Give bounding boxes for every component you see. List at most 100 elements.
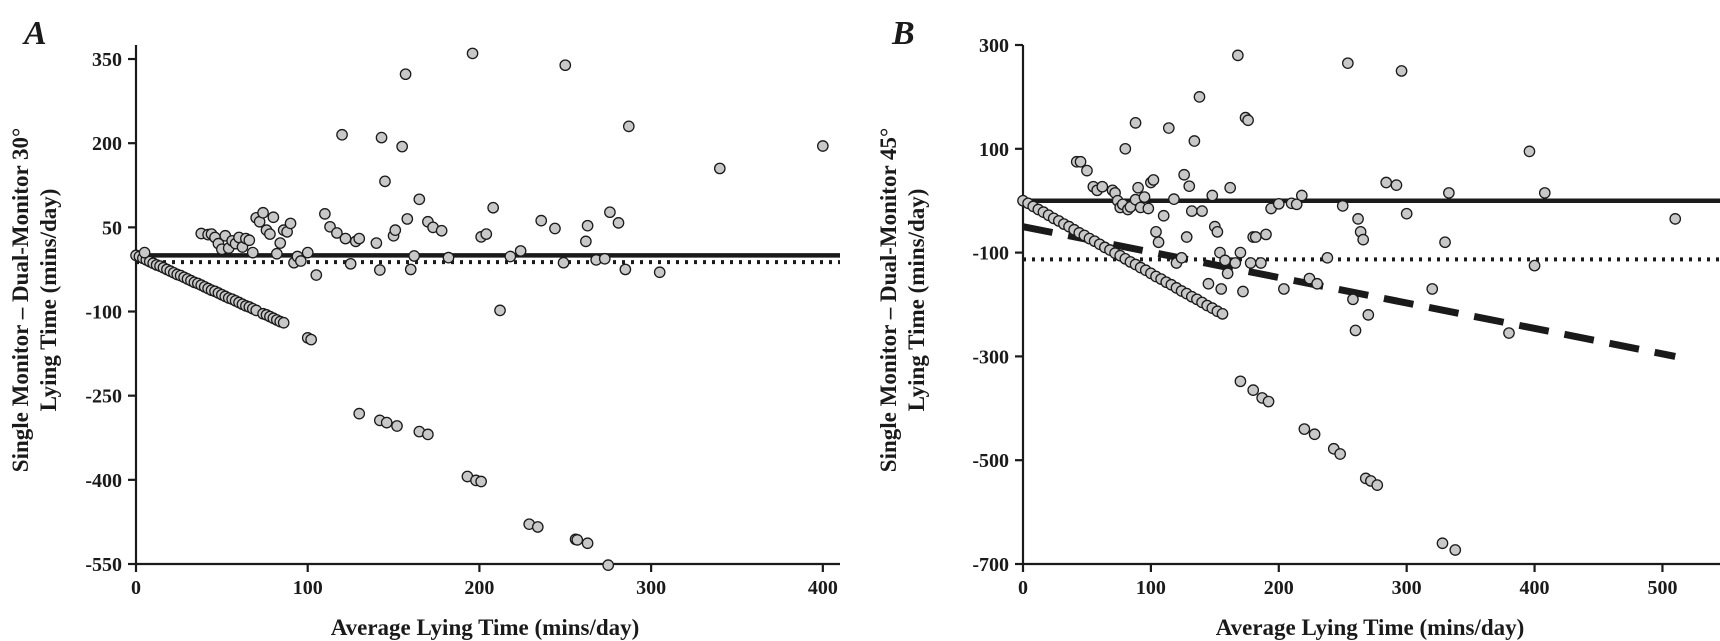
panel-a-data-point	[622, 120, 635, 133]
panel-b-data-point	[1237, 285, 1249, 298]
panel-a-x-tick-label: 300	[636, 577, 666, 599]
panel-b-data-point	[1206, 189, 1219, 202]
panel-b-y-tick-label: 100	[979, 139, 1009, 161]
panel-a-data-point	[305, 333, 317, 346]
panel-b-data-point	[1538, 187, 1551, 199]
panel-b-data-point	[1183, 180, 1196, 193]
panel-a-data-point	[413, 193, 426, 206]
panel-b-ylabel-line-1: Single Monitor – Dual-Monitor 45°	[876, 128, 901, 472]
panel-b-data-point	[1341, 57, 1354, 70]
panel-a-axes: 350 200 50 -100 -250 -400 -550 0 100 200 300 400	[85, 45, 840, 599]
panel-a-y-tick-label: -250	[85, 386, 122, 408]
panel-b-y-axis-title: Single Monitor – Dual-Monitor 45° Lying …	[876, 128, 929, 472]
panel-a-data-point	[559, 59, 572, 72]
panel-a-ylabel-line-1: Single Monitor – Dual-Monitor 30°	[8, 128, 33, 472]
panel-a-data-point	[401, 213, 414, 225]
panel-a-data-point	[487, 201, 500, 214]
panel-a-data-point	[557, 256, 570, 269]
panel-b-data-point	[1219, 254, 1231, 267]
panel-a-data-point	[373, 264, 386, 276]
panel-a-x-tick-label: 200	[464, 577, 494, 599]
panel-a-data-point	[344, 257, 357, 270]
panel-a-data-point	[581, 537, 594, 550]
panel-a-data-point	[396, 140, 408, 153]
panel-b-data-point	[1193, 91, 1206, 103]
panel-b-data-point	[1523, 145, 1536, 158]
panel-a-data-point	[277, 316, 290, 329]
panel-a-data-point	[435, 224, 448, 237]
panel-b-data-point	[1157, 209, 1170, 222]
panel-b-data-point	[1074, 155, 1087, 168]
panel-a-x-tick-label: 0	[131, 577, 141, 599]
panel-a-data-point	[408, 250, 421, 262]
panel-a-reference-lines	[136, 253, 840, 265]
panel-a-data-point	[284, 217, 297, 230]
panel-b-x-tick-label: 200	[1264, 577, 1294, 599]
panel-b-data-point	[1119, 142, 1132, 155]
panel-b-data-point	[1347, 293, 1359, 306]
panel-b-data-point	[1449, 544, 1462, 556]
panel-a-data-point	[494, 304, 506, 317]
panel-b-axes: 300 100 -100 -300 -500 -700 0 100 200 300 400 500	[972, 35, 1720, 599]
panel-b-data-point	[1380, 176, 1393, 189]
panel-b-data-point	[1081, 164, 1093, 177]
panel-a-data-point	[580, 235, 592, 248]
panel-b-data-point	[1096, 180, 1109, 193]
panel-a-data-point	[370, 237, 383, 249]
panel-a-data-point	[243, 234, 256, 247]
panel-b-x-tick-label: 500	[1647, 577, 1677, 599]
panel-b-data-point	[1321, 251, 1334, 264]
panel-a-data-point	[399, 68, 412, 81]
panel-a-data-point	[294, 255, 307, 267]
panel-b-data-point	[1349, 324, 1362, 337]
panel-a-data-point	[504, 250, 517, 263]
panel-b-data-point	[1308, 428, 1321, 441]
panel-a-y-tick-label: -100	[85, 302, 122, 324]
panel-b-data-point	[1224, 181, 1237, 194]
panel-a-data-point	[422, 428, 434, 441]
panel-a-data-point	[466, 47, 479, 60]
panel-a-data-point	[301, 246, 314, 259]
panel-b-data-point	[1211, 225, 1224, 238]
panel-b-data-point	[1272, 197, 1285, 210]
panel-b-x-tick-label: 0	[1018, 577, 1028, 599]
panel-a-data-point	[310, 269, 323, 281]
panel-a-data-point	[375, 131, 388, 144]
panel-a-data-point	[257, 206, 269, 219]
panel-a-x-tick-label: 400	[808, 577, 838, 599]
panel-b-y-tick-label: -100	[972, 243, 1009, 265]
panel-b-data-point	[1371, 479, 1384, 491]
panel-b-data-point	[1290, 198, 1303, 211]
panel-b-data-point	[1336, 200, 1349, 212]
panel-b-y-tick-label: -500	[972, 450, 1009, 472]
panel-b-y-tick-label: -300	[972, 346, 1009, 368]
panel-a-data-point	[535, 214, 548, 227]
panel-b-data-point	[1229, 257, 1242, 269]
panel-b-data-point	[1249, 231, 1262, 243]
panel-b-data-point	[1185, 205, 1198, 217]
panel-b-data-point	[1234, 375, 1247, 388]
panel-a-x-tick-label: 100	[293, 577, 323, 599]
panel-b-data-point	[1334, 448, 1347, 460]
panel-b-data-point	[1132, 181, 1144, 194]
panel-b-data-point	[1247, 384, 1260, 396]
panel-a-data-point	[138, 246, 151, 259]
panel-b-data-point	[1426, 283, 1439, 295]
panel-b: B Single Monitor – Dual-Monitor 45° Lyin…	[876, 15, 1720, 640]
panel-a-label: A	[22, 15, 47, 52]
panel-a: A Single Monitor – Dual-Monitor 30° Lyin…	[8, 15, 840, 640]
panel-b-data-point	[1436, 537, 1449, 550]
panel-a-points	[130, 47, 829, 571]
panel-a-data-point	[653, 266, 666, 279]
panel-b-points	[1017, 49, 1682, 556]
panel-b-y-tick-label: 300	[979, 35, 1009, 57]
panel-a-data-point	[379, 175, 391, 188]
panel-a-data-point	[531, 521, 544, 533]
panel-a-ylabel-line-2: Lying Time (mins/day)	[36, 189, 61, 412]
panel-b-y-tick-label: -700	[972, 554, 1009, 576]
panel-a-data-point	[442, 251, 455, 264]
panel-a-xlabel: Average Lying Time (mins/day)	[331, 615, 640, 640]
panel-a-data-point	[353, 407, 366, 420]
panel-b-data-point	[1669, 213, 1682, 225]
